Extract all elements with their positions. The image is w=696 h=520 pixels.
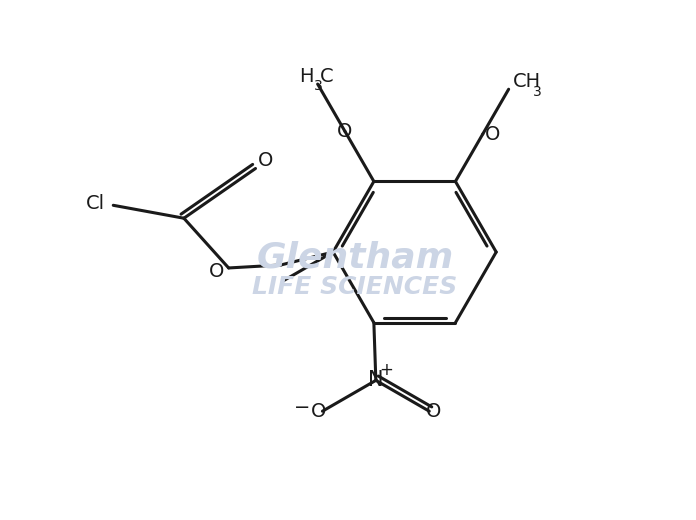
- Text: O: O: [209, 263, 224, 281]
- Text: +: +: [379, 361, 393, 380]
- Text: O: O: [485, 124, 500, 144]
- Text: 3: 3: [532, 85, 541, 99]
- Text: O: O: [311, 402, 326, 421]
- Text: Cl: Cl: [86, 194, 105, 213]
- Text: N: N: [368, 370, 383, 391]
- Text: H: H: [299, 67, 314, 86]
- Text: O: O: [425, 402, 441, 421]
- Text: CH: CH: [513, 72, 541, 91]
- Text: O: O: [338, 122, 353, 141]
- Text: Glentham: Glentham: [256, 240, 454, 274]
- Text: O: O: [258, 151, 273, 170]
- Text: −: −: [294, 398, 310, 417]
- Text: 3: 3: [314, 79, 322, 93]
- Text: LIFE SCIENCES: LIFE SCIENCES: [253, 275, 457, 299]
- Text: C: C: [319, 67, 333, 86]
